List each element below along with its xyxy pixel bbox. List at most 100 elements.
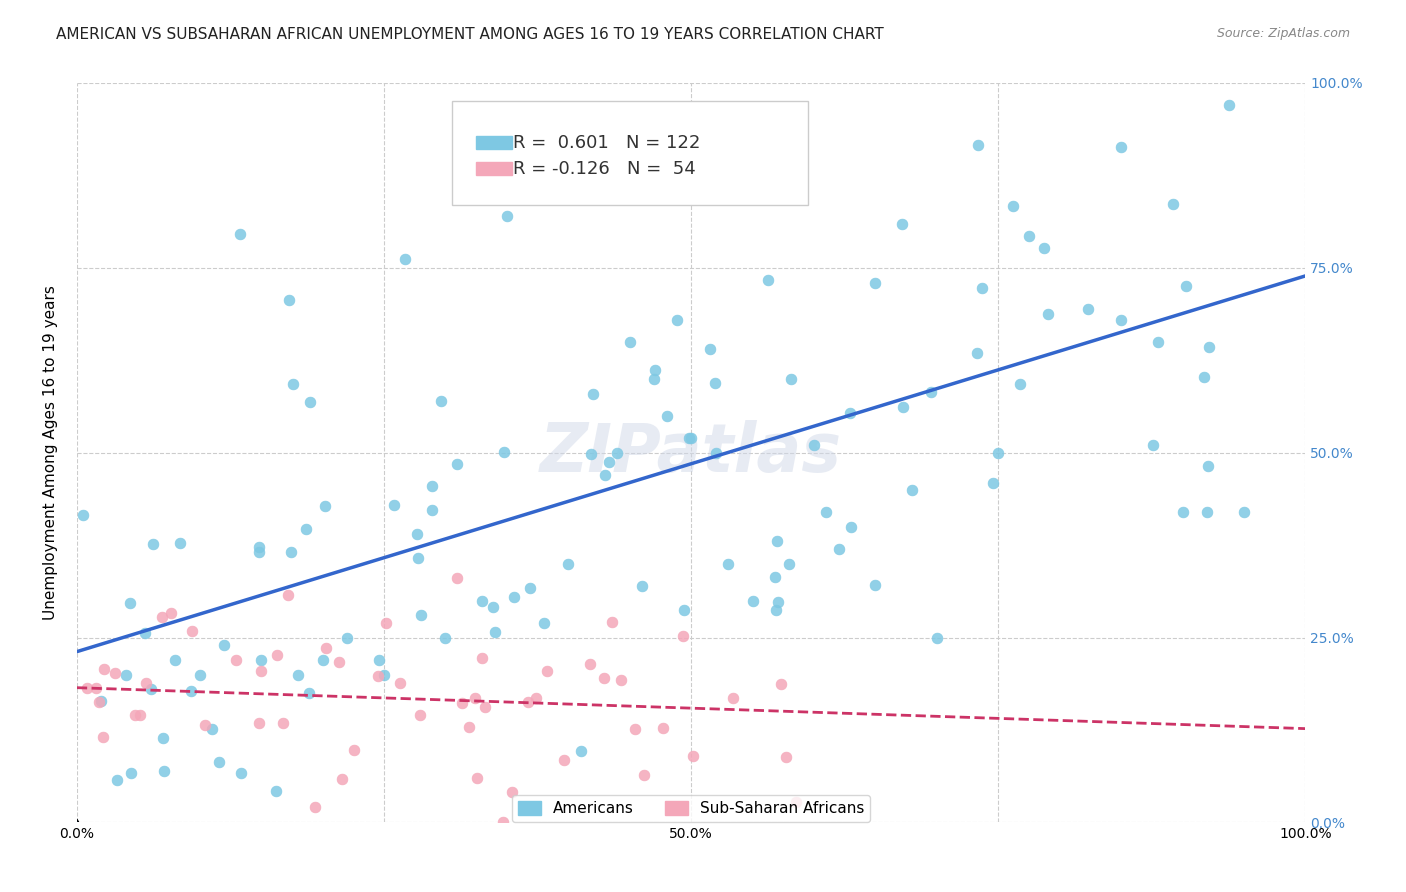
- Point: [128, 707, 150, 722]
- Point: [1109, 312, 1132, 326]
- Point: [93, 662, 115, 676]
- Point: [815, 505, 838, 519]
- Point: [769, 677, 792, 691]
- Point: [208, 756, 231, 770]
- Point: [228, 227, 250, 241]
- Point: [765, 603, 787, 617]
- Point: [917, 61, 939, 75]
- Point: [672, 603, 695, 617]
- Point: [503, 590, 526, 604]
- Point: [501, 784, 523, 798]
- Point: [142, 537, 165, 551]
- Point: [152, 609, 174, 624]
- Legend: Americans, Sub-Saharan Africans: Americans, Sub-Saharan Africans: [512, 795, 870, 822]
- Point: [699, 342, 721, 356]
- Point: [920, 385, 942, 400]
- FancyBboxPatch shape: [451, 102, 808, 205]
- Point: [741, 593, 763, 607]
- Point: [188, 667, 211, 681]
- Point: [315, 640, 337, 655]
- Point: [332, 772, 354, 786]
- Point: [598, 455, 620, 469]
- Point: [250, 653, 273, 667]
- Point: [134, 626, 156, 640]
- Point: [780, 372, 803, 386]
- Point: [1109, 139, 1132, 153]
- Point: [865, 276, 887, 290]
- Point: [600, 615, 623, 629]
- Point: [90, 694, 112, 708]
- Point: [373, 667, 395, 681]
- Point: [194, 718, 217, 732]
- Point: [165, 653, 187, 667]
- Point: [471, 593, 494, 607]
- FancyArrow shape: [75, 819, 79, 822]
- Point: [298, 395, 321, 409]
- Point: [474, 699, 496, 714]
- Point: [1018, 229, 1040, 244]
- Point: [553, 753, 575, 767]
- Point: [865, 578, 887, 592]
- Point: [925, 631, 948, 645]
- Point: [768, 595, 790, 609]
- Point: [159, 607, 181, 621]
- Point: [524, 690, 547, 705]
- Point: [482, 599, 505, 614]
- Point: [717, 557, 740, 571]
- Point: [516, 695, 538, 709]
- Point: [655, 409, 678, 423]
- Y-axis label: Unemployment Among Ages 16 to 19 years: Unemployment Among Ages 16 to 19 years: [44, 285, 58, 620]
- Point: [405, 527, 427, 541]
- Point: [763, 570, 786, 584]
- Point: [839, 519, 862, 533]
- Point: [901, 483, 924, 497]
- Point: [367, 653, 389, 667]
- Point: [721, 691, 744, 706]
- Point: [579, 447, 602, 461]
- Point: [457, 720, 479, 734]
- Point: [277, 588, 299, 602]
- Point: [382, 498, 405, 512]
- Point: [967, 138, 990, 153]
- Point: [633, 768, 655, 782]
- Point: [287, 667, 309, 681]
- Point: [775, 176, 797, 190]
- Point: [105, 773, 128, 788]
- Point: [422, 502, 444, 516]
- Point: [533, 615, 555, 630]
- Point: [579, 657, 602, 671]
- Point: [247, 545, 270, 559]
- Point: [756, 272, 779, 286]
- Point: [987, 446, 1010, 460]
- Point: [181, 624, 204, 638]
- Point: [1002, 199, 1025, 213]
- Point: [153, 764, 176, 778]
- Point: [1163, 196, 1185, 211]
- Point: [201, 722, 224, 736]
- Point: [76, 681, 98, 695]
- Point: [592, 671, 614, 685]
- Point: [484, 624, 506, 639]
- Point: [785, 795, 807, 809]
- Point: [970, 281, 993, 295]
- Point: [231, 766, 253, 780]
- Text: Source: ZipAtlas.com: Source: ZipAtlas.com: [1216, 27, 1350, 40]
- Point: [249, 716, 271, 731]
- Point: [619, 334, 641, 349]
- Point: [1233, 505, 1256, 519]
- Point: [643, 372, 665, 386]
- Point: [465, 771, 488, 785]
- Text: R = -0.126   N =  54: R = -0.126 N = 54: [513, 160, 696, 178]
- Point: [471, 650, 494, 665]
- Point: [180, 683, 202, 698]
- Point: [766, 534, 789, 549]
- Point: [450, 696, 472, 710]
- Point: [409, 708, 432, 723]
- Point: [1033, 241, 1056, 255]
- Point: [666, 313, 689, 327]
- Point: [1192, 370, 1215, 384]
- Point: [775, 750, 797, 764]
- Point: [606, 446, 628, 460]
- Point: [93, 730, 115, 744]
- Point: [336, 631, 359, 645]
